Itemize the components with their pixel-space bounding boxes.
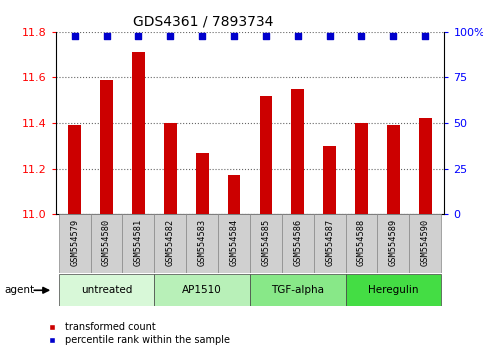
Bar <box>345 274 441 306</box>
Bar <box>259 96 272 214</box>
Bar <box>377 214 409 273</box>
Point <box>230 33 238 38</box>
Text: GSM554581: GSM554581 <box>134 219 143 266</box>
Point <box>262 33 270 38</box>
Text: GSM554582: GSM554582 <box>166 219 175 266</box>
Bar <box>123 214 155 273</box>
Bar <box>227 176 241 214</box>
Bar <box>164 123 177 214</box>
Text: GSM554589: GSM554589 <box>389 219 398 266</box>
Point <box>357 33 365 38</box>
Bar <box>100 80 113 214</box>
Bar <box>91 214 123 273</box>
Point <box>421 33 429 38</box>
Point <box>326 33 333 38</box>
Bar <box>250 214 282 273</box>
Bar <box>59 214 91 273</box>
Text: TGF-alpha: TGF-alpha <box>271 285 324 295</box>
Bar <box>250 274 345 306</box>
Point <box>389 33 397 38</box>
Bar <box>218 214 250 273</box>
Bar <box>419 119 432 214</box>
Bar <box>355 123 368 214</box>
Text: untreated: untreated <box>81 285 132 295</box>
Legend: transformed count, percentile rank within the sample: transformed count, percentile rank withi… <box>39 319 234 349</box>
Bar <box>186 214 218 273</box>
Text: GSM554586: GSM554586 <box>293 219 302 266</box>
Point <box>71 33 79 38</box>
Text: agent: agent <box>5 285 35 295</box>
Text: GSM554584: GSM554584 <box>229 219 239 266</box>
Bar <box>345 214 377 273</box>
Text: GSM554588: GSM554588 <box>357 219 366 266</box>
Bar <box>313 214 345 273</box>
Bar <box>155 214 186 273</box>
Bar <box>409 214 441 273</box>
Text: GDS4361 / 7893734: GDS4361 / 7893734 <box>133 14 273 28</box>
Point <box>103 33 111 38</box>
Text: GSM554583: GSM554583 <box>198 219 207 266</box>
Text: GSM554590: GSM554590 <box>421 219 430 266</box>
Bar <box>132 52 145 214</box>
Bar <box>291 89 304 214</box>
Point <box>294 33 301 38</box>
Bar <box>68 125 81 214</box>
Text: GSM554579: GSM554579 <box>70 219 79 266</box>
Text: GSM554585: GSM554585 <box>261 219 270 266</box>
Bar <box>282 214 313 273</box>
Text: GSM554587: GSM554587 <box>325 219 334 266</box>
Bar <box>323 146 336 214</box>
Text: AP1510: AP1510 <box>182 285 222 295</box>
Bar <box>196 153 209 214</box>
Bar <box>59 274 155 306</box>
Bar <box>155 274 250 306</box>
Text: Heregulin: Heregulin <box>368 285 419 295</box>
Point <box>167 33 174 38</box>
Bar <box>387 125 400 214</box>
Point <box>135 33 142 38</box>
Point <box>199 33 206 38</box>
Text: GSM554580: GSM554580 <box>102 219 111 266</box>
